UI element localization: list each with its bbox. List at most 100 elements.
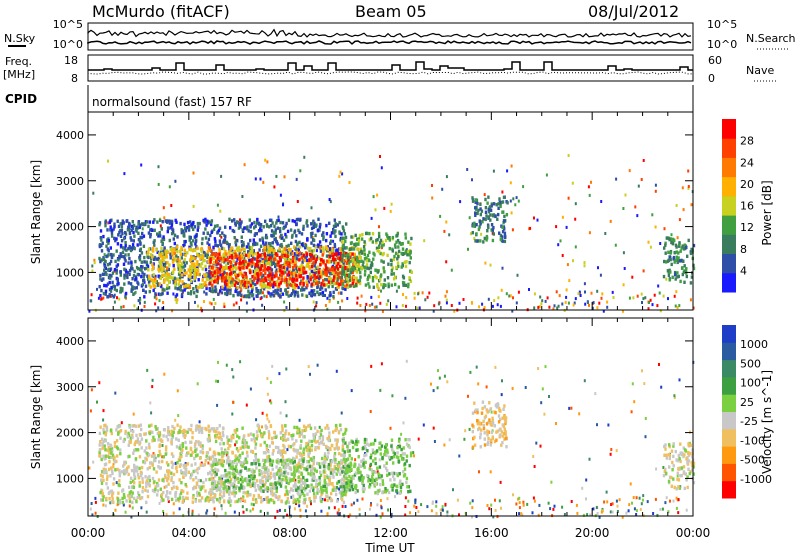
velocity-echo-cell	[119, 501, 121, 504]
power-echo-cell	[161, 268, 163, 271]
power-echo-cell	[356, 247, 358, 250]
velocity-scatter-cell	[121, 421, 123, 424]
velocity-scatter-cell	[91, 388, 93, 391]
power-echo-cell	[685, 267, 687, 270]
power-echo-cell	[164, 264, 166, 267]
power-echo-cell	[390, 263, 392, 266]
power-echo-cell	[326, 260, 328, 263]
power-echo-cell	[299, 282, 301, 285]
velocity-scatter-cell	[162, 444, 164, 447]
velocity-echo-cell	[106, 475, 108, 478]
power-echo-cell	[133, 270, 135, 273]
power-echo-cell	[107, 295, 109, 298]
velocity-scatter-cell	[500, 481, 502, 484]
power-echo-cell	[480, 213, 482, 216]
power-echo-cell	[173, 268, 175, 271]
power-echo-cell	[309, 253, 311, 256]
velocity-echo-cell	[167, 483, 169, 486]
power-ground-cell	[221, 291, 223, 294]
power-scatter-cell	[163, 206, 165, 209]
velocity-ground-cell	[676, 497, 678, 500]
velocity-echo-cell	[305, 445, 307, 448]
velocity-scatter-cell	[163, 373, 165, 376]
power-scatter-cell	[584, 282, 586, 285]
velocity-ground-cell	[642, 499, 644, 502]
power-echo-cell	[280, 281, 282, 284]
velocity-scatter-cell	[341, 412, 343, 415]
power-echo-cell	[105, 273, 107, 276]
power-echo-cell	[209, 257, 211, 260]
power-echo-cell	[279, 288, 281, 291]
velocity-scatter-cell	[641, 369, 643, 372]
power-echo-cell	[351, 252, 353, 255]
power-echo-cell	[189, 220, 191, 223]
velocity-echo-cell	[336, 446, 338, 449]
power-echo-cell	[211, 284, 213, 287]
power-echo-cell	[498, 232, 500, 235]
power-echo-cell	[222, 253, 224, 256]
velocity-echo-cell	[160, 438, 162, 441]
power-echo-cell	[127, 261, 129, 264]
power-echo-cell	[360, 260, 362, 263]
velocity-scatter-cell	[512, 387, 514, 390]
velocity-echo-cell	[327, 427, 329, 430]
power-echo-cell	[297, 294, 299, 297]
power-echo-cell	[241, 236, 243, 239]
velocity-scatter-cell	[270, 401, 272, 404]
velocity-ground-cell	[338, 513, 340, 516]
velocity-ground-cell	[619, 498, 621, 501]
power-echo-cell	[368, 285, 370, 288]
power-scatter-cell	[284, 175, 286, 178]
power-echo-cell	[337, 273, 339, 276]
velocity-ground-cell	[159, 502, 161, 505]
velocity-scatter-cell	[417, 510, 419, 513]
velocity-ground-cell	[173, 512, 175, 515]
power-echo-cell	[207, 250, 209, 253]
power-echo-cell	[664, 244, 666, 247]
power-scatter-cell	[278, 216, 280, 219]
power-colorbar-swatch	[722, 215, 736, 235]
power-echo-cell	[127, 253, 129, 256]
power-echo-cell	[125, 292, 127, 295]
power-echo-cell	[402, 247, 404, 250]
power-echo-cell	[376, 238, 378, 241]
freq-label-line1: Freq.	[5, 55, 32, 68]
power-echo-cell	[272, 241, 274, 244]
power-echo-cell	[109, 219, 111, 222]
velocity-scatter-cell	[532, 455, 534, 458]
power-echo-cell	[349, 252, 351, 255]
velocity-scatter-cell	[379, 389, 381, 392]
power-colorbar-swatch	[722, 177, 736, 197]
power-ground-cell	[539, 296, 541, 299]
power-echo-cell	[303, 271, 305, 274]
velocity-ground-cell	[407, 500, 409, 503]
velocity-scatter-cell	[336, 370, 338, 373]
power-echo-cell	[338, 221, 340, 224]
velocity-echo-cell	[151, 439, 153, 442]
power-ground-cell	[677, 306, 679, 309]
velocity-echo-cell	[167, 429, 169, 432]
power-echo-cell	[282, 250, 284, 253]
power-echo-cell	[292, 266, 294, 269]
velocity-ground-cell	[230, 504, 232, 507]
velocity-echo-cell	[161, 460, 163, 463]
power-echo-cell	[288, 258, 290, 261]
power-echo-cell	[675, 244, 677, 247]
power-y-label: Slant Range [km]	[29, 160, 43, 264]
velocity-echo-cell	[158, 478, 160, 481]
power-echo-cell	[152, 221, 154, 224]
power-echo-cell	[390, 272, 392, 275]
power-scatter-cell	[346, 297, 348, 300]
power-echo-cell	[121, 229, 123, 232]
power-ground-cell	[422, 291, 424, 294]
power-echo-cell	[360, 256, 362, 259]
velocity-echo-cell	[176, 470, 178, 473]
velocity-scatter-cell	[434, 440, 436, 443]
velocity-echo-cell	[195, 486, 197, 489]
velocity-echo-cell	[156, 493, 158, 496]
power-echo-cell	[256, 242, 258, 245]
velocity-scatter-cell	[133, 413, 135, 416]
velocity-scatter-cell	[391, 394, 393, 397]
power-echo-cell	[197, 269, 199, 272]
power-echo-cell	[313, 249, 315, 252]
